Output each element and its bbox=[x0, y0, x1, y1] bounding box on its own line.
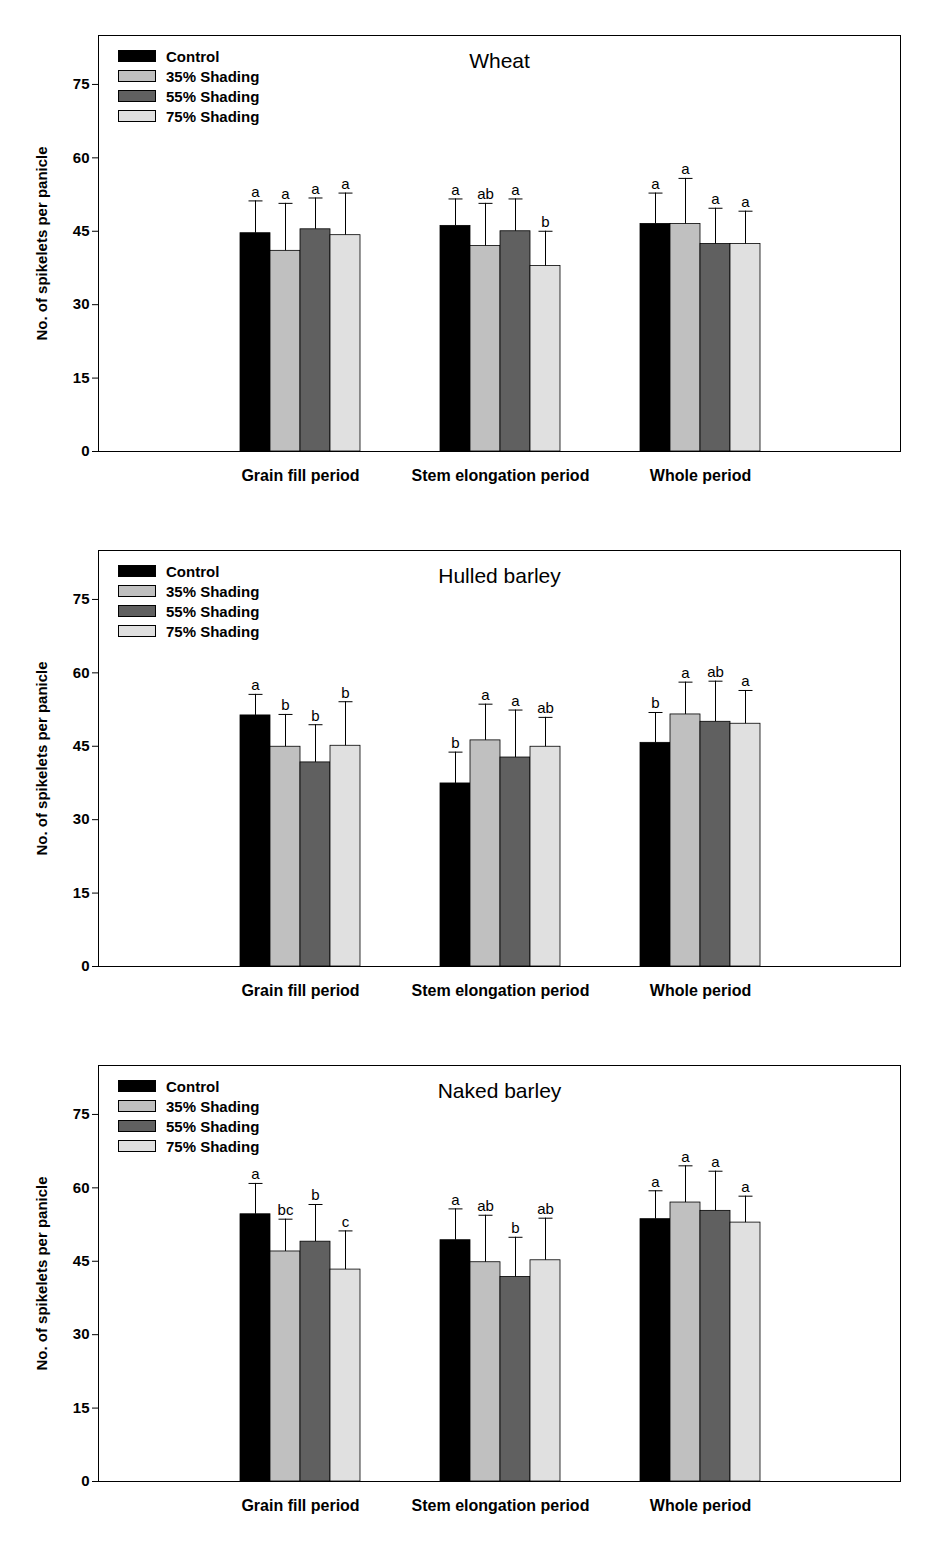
svg-text:Naked barley: Naked barley bbox=[438, 1079, 562, 1102]
html-text:55% Shading: 55% Shading bbox=[166, 602, 260, 620]
svg-text:a: a bbox=[741, 672, 750, 689]
svg-text:Hulled barley: Hulled barley bbox=[438, 564, 561, 587]
html-text:Control: Control bbox=[166, 562, 220, 580]
svg-text:Grain fill period: Grain fill period bbox=[241, 982, 359, 999]
svg-text:30: 30 bbox=[73, 1325, 90, 1342]
svg-text:30: 30 bbox=[73, 810, 90, 827]
svg-text:a: a bbox=[741, 1178, 750, 1195]
html-text:75% Shading: 75% Shading bbox=[166, 622, 260, 640]
svg-text:Whole period: Whole period bbox=[650, 982, 751, 999]
svg-text:b: b bbox=[651, 694, 659, 711]
svg-text:Stem elongation period: Stem elongation period bbox=[412, 467, 590, 484]
svg-text:b: b bbox=[311, 1186, 319, 1203]
svg-text:Grain fill period: Grain fill period bbox=[241, 1497, 359, 1514]
svg-text:a: a bbox=[311, 180, 320, 197]
svg-text:Grain fill period: Grain fill period bbox=[241, 467, 359, 484]
svg-text:a: a bbox=[711, 190, 720, 207]
svg-text:a: a bbox=[281, 185, 290, 202]
svg-text:0: 0 bbox=[81, 1472, 89, 1489]
svg-text:Wheat: Wheat bbox=[469, 49, 530, 72]
svg-text:15: 15 bbox=[73, 1399, 90, 1416]
svg-text:b: b bbox=[541, 213, 549, 230]
svg-text:a: a bbox=[251, 1165, 260, 1182]
svg-text:a: a bbox=[451, 1191, 460, 1208]
svg-text:a: a bbox=[451, 181, 460, 198]
svg-text:a: a bbox=[651, 1173, 660, 1190]
svg-text:Whole period: Whole period bbox=[650, 467, 751, 484]
svg-text:ab: ab bbox=[707, 663, 724, 680]
svg-text:Stem elongation period: Stem elongation period bbox=[412, 982, 590, 999]
svg-text:ab: ab bbox=[477, 185, 494, 202]
svg-text:60: 60 bbox=[73, 664, 90, 681]
svg-text:ab: ab bbox=[537, 699, 554, 716]
svg-text:60: 60 bbox=[73, 1179, 90, 1196]
svg-text:0: 0 bbox=[81, 957, 89, 974]
svg-text:45: 45 bbox=[73, 737, 90, 754]
svg-text:15: 15 bbox=[73, 884, 90, 901]
svg-text:a: a bbox=[251, 183, 260, 200]
html-text:35% Shading: 35% Shading bbox=[166, 67, 260, 85]
svg-text:15: 15 bbox=[73, 369, 90, 386]
svg-text:b: b bbox=[281, 696, 289, 713]
svg-text:No. of spikelets per panicle: No. of spikelets per panicle bbox=[33, 146, 50, 340]
svg-text:No. of spikelets per panicle: No. of spikelets per panicle bbox=[33, 661, 50, 855]
svg-text:a: a bbox=[681, 1148, 690, 1165]
svg-text:a: a bbox=[251, 676, 260, 693]
svg-text:b: b bbox=[341, 684, 349, 701]
svg-text:75: 75 bbox=[73, 590, 90, 607]
svg-text:45: 45 bbox=[73, 1252, 90, 1269]
html-text:55% Shading: 55% Shading bbox=[166, 1117, 260, 1135]
svg-text:a: a bbox=[341, 175, 350, 192]
html-text:75% Shading: 75% Shading bbox=[166, 1137, 260, 1155]
svg-text:Whole period: Whole period bbox=[650, 1497, 751, 1514]
svg-text:No. of spikelets per panicle: No. of spikelets per panicle bbox=[33, 1176, 50, 1370]
svg-text:Stem elongation period: Stem elongation period bbox=[412, 1497, 590, 1514]
svg-text:60: 60 bbox=[73, 149, 90, 166]
svg-text:a: a bbox=[741, 193, 750, 210]
svg-text:a: a bbox=[711, 1153, 720, 1170]
html-text:35% Shading: 35% Shading bbox=[166, 582, 260, 600]
html-text:35% Shading: 35% Shading bbox=[166, 1097, 260, 1115]
svg-text:a: a bbox=[481, 686, 490, 703]
svg-text:a: a bbox=[511, 692, 520, 709]
svg-text:ab: ab bbox=[477, 1197, 494, 1214]
svg-text:b: b bbox=[451, 734, 459, 751]
svg-text:a: a bbox=[511, 181, 520, 198]
svg-text:30: 30 bbox=[73, 295, 90, 312]
svg-text:45: 45 bbox=[73, 222, 90, 239]
svg-text:bc: bc bbox=[278, 1201, 294, 1218]
svg-text:75: 75 bbox=[73, 75, 90, 92]
svg-text:c: c bbox=[342, 1213, 350, 1230]
html-text:75% Shading: 75% Shading bbox=[166, 107, 260, 125]
html-text:Control: Control bbox=[166, 1077, 220, 1095]
html-text:55% Shading: 55% Shading bbox=[166, 87, 260, 105]
svg-text:b: b bbox=[311, 707, 319, 724]
html-text:Control: Control bbox=[166, 47, 220, 65]
svg-text:b: b bbox=[511, 1219, 519, 1236]
svg-text:0: 0 bbox=[81, 442, 89, 459]
svg-text:75: 75 bbox=[73, 1105, 90, 1122]
svg-text:ab: ab bbox=[537, 1200, 554, 1217]
svg-text:a: a bbox=[681, 160, 690, 177]
svg-text:a: a bbox=[681, 664, 690, 681]
svg-text:a: a bbox=[651, 175, 660, 192]
